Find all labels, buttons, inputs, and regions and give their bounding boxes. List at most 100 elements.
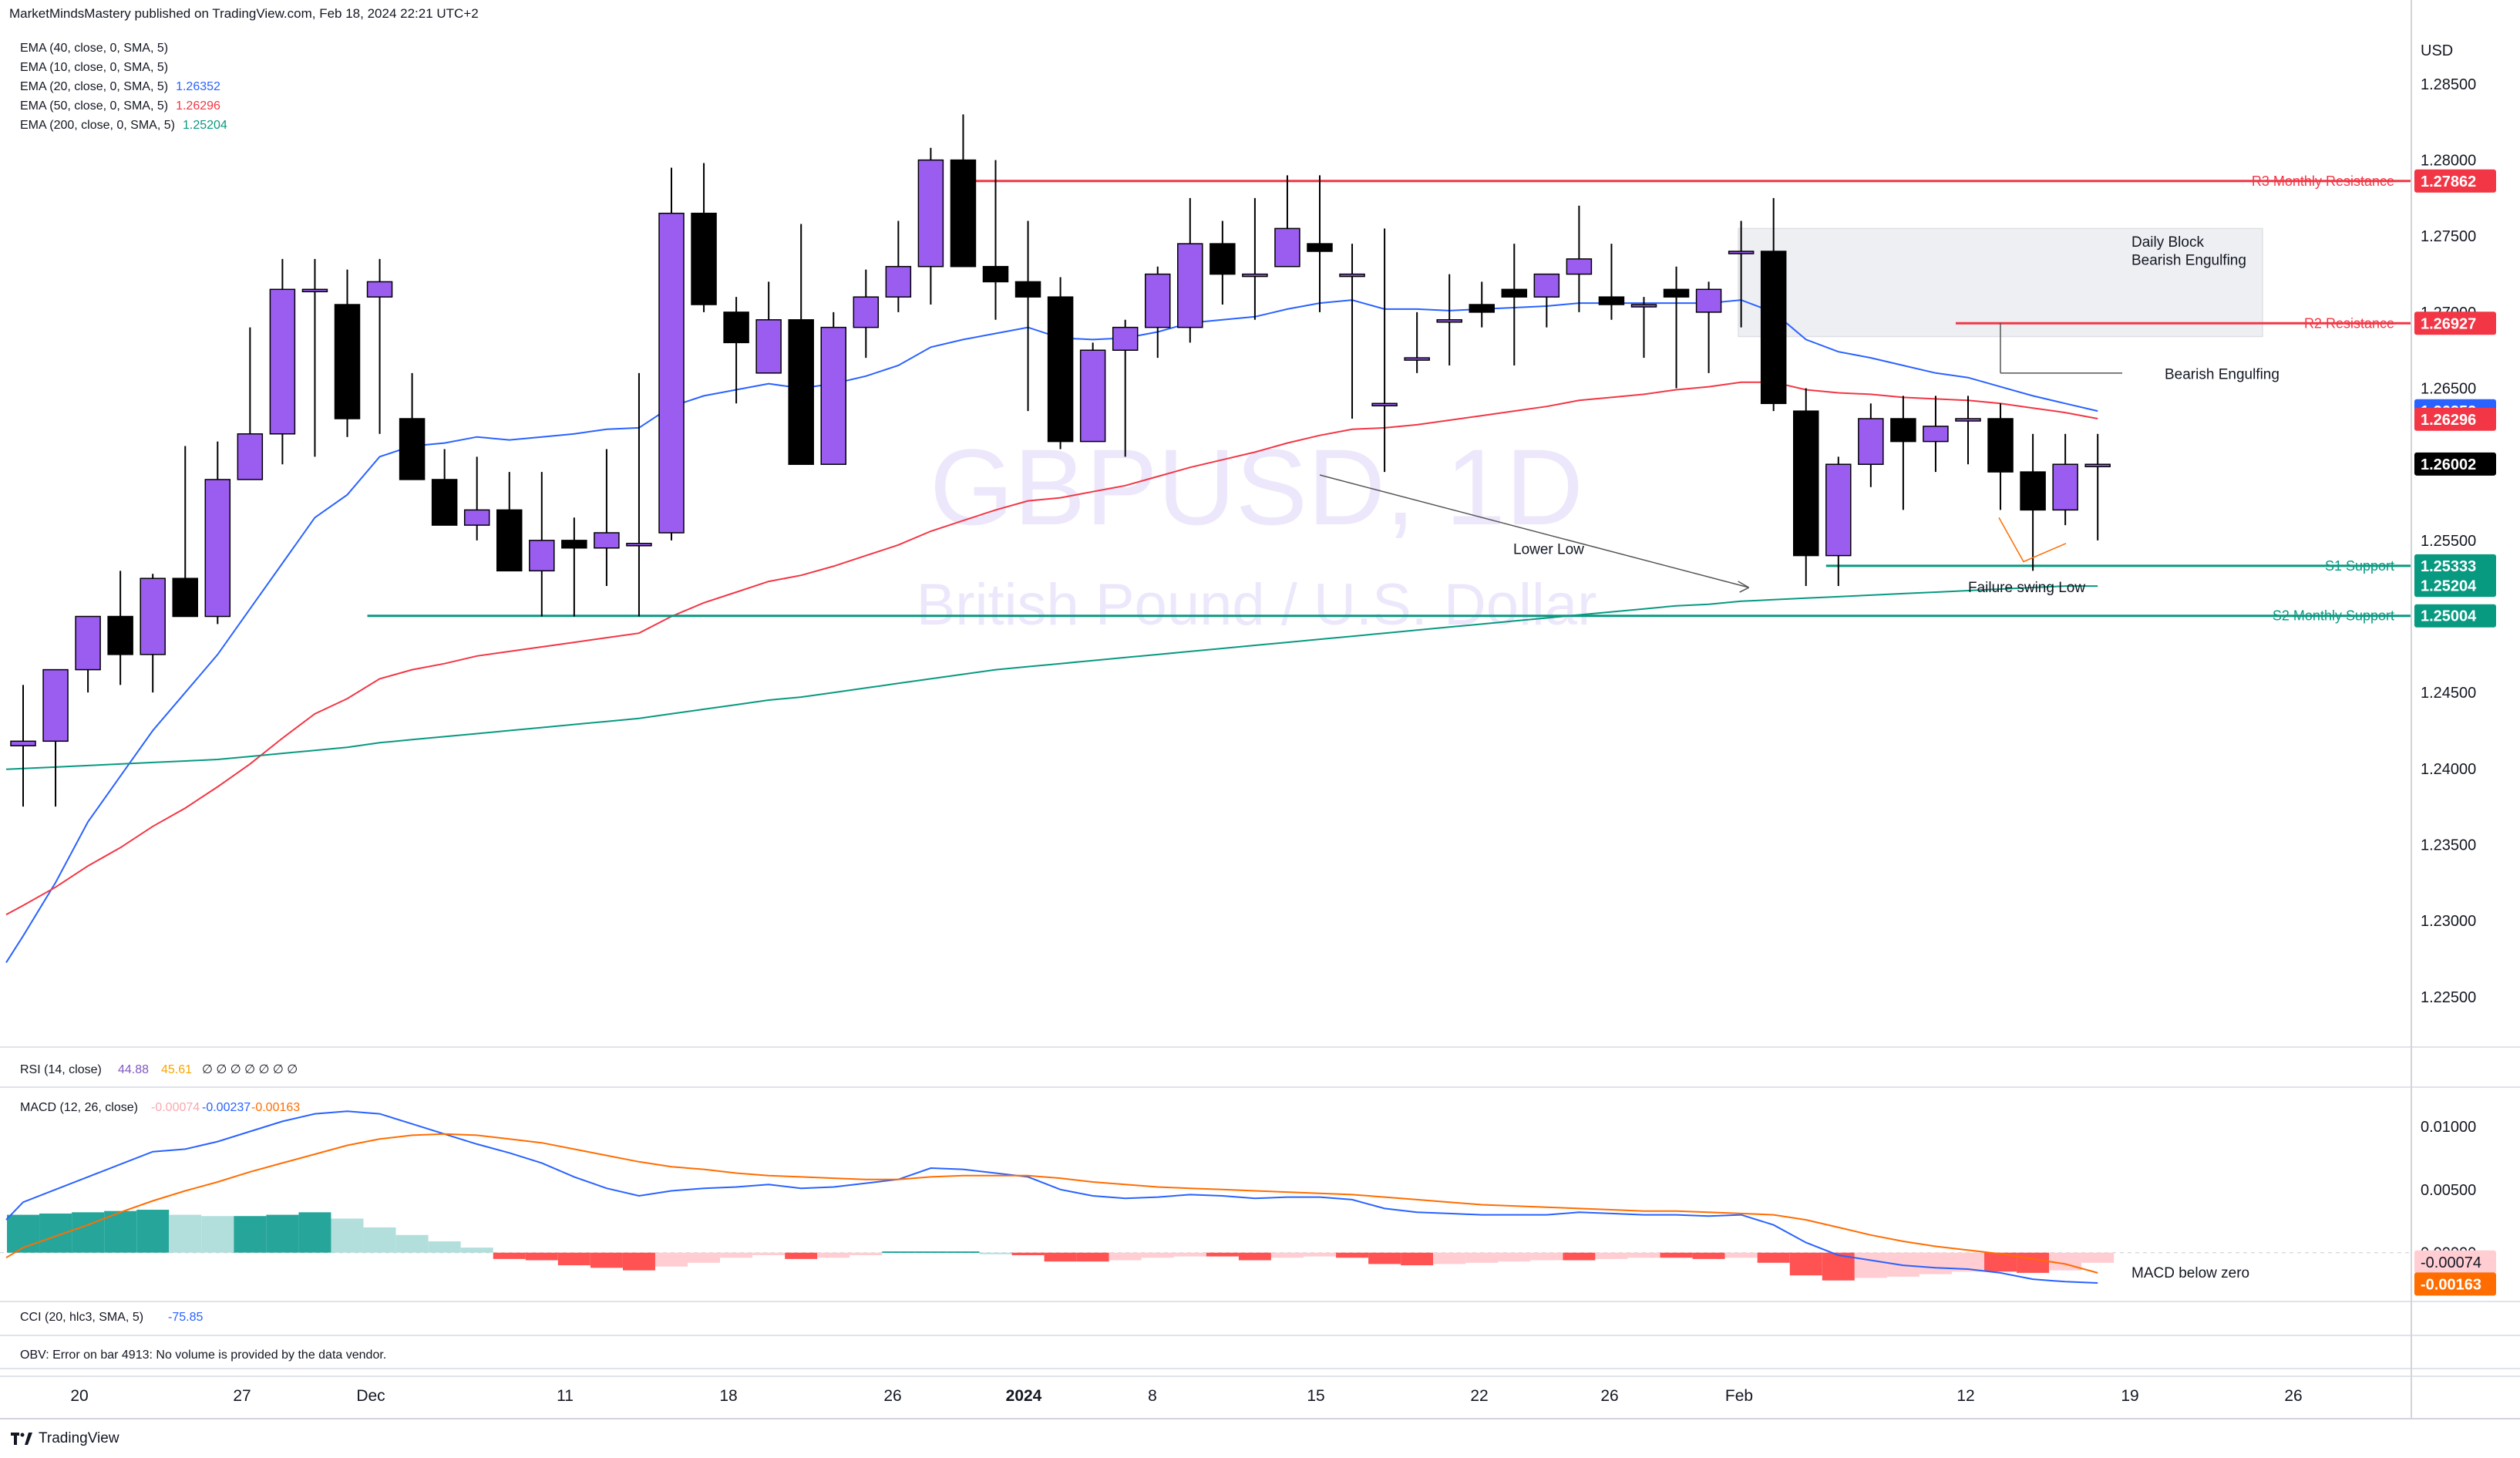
candle-body[interactable]: [1566, 258, 1593, 275]
bearish-engulfing-label: Bearish Engulfing: [2165, 367, 2279, 383]
candle-body[interactable]: [301, 288, 328, 293]
candle-body[interactable]: [1728, 251, 1755, 254]
candle-body[interactable]: [2052, 463, 2078, 511]
candle-body[interactable]: [431, 479, 458, 526]
candle-body[interactable]: [140, 577, 166, 655]
candle-body[interactable]: [1112, 326, 1139, 351]
macd-histogram-bar: [201, 1216, 234, 1253]
ema200-legend[interactable]: EMA (200, close, 0, SMA, 5) 1.25204: [20, 119, 227, 132]
price-tick: 1.24500: [2421, 685, 2476, 702]
candle-body[interactable]: [885, 265, 912, 298]
candle-body[interactable]: [1598, 296, 1625, 305]
macd-histogram-bar: [1238, 1252, 1271, 1261]
candle-body[interactable]: [788, 319, 814, 465]
candle-body[interactable]: [1760, 251, 1787, 405]
price-label: 1.25204: [2421, 577, 2477, 594]
macd-histogram-bar: [1757, 1252, 1790, 1263]
candle-body[interactable]: [2020, 471, 2046, 511]
candle-body[interactable]: [529, 540, 555, 572]
candle-body[interactable]: [755, 319, 782, 374]
candle-body[interactable]: [561, 540, 587, 549]
ema50-legend[interactable]: EMA (50, close, 0, SMA, 5) 1.26296: [20, 99, 220, 113]
time-axis-label: 26: [2284, 1387, 2302, 1405]
candle-body[interactable]: [1533, 273, 1560, 298]
candle-body[interactable]: [917, 159, 944, 268]
candle-body[interactable]: [1242, 273, 1268, 278]
time-axis-label: 2024: [1006, 1387, 1042, 1405]
candle-body[interactable]: [496, 509, 523, 572]
macd-histogram-bar: [234, 1216, 267, 1253]
candle-body[interactable]: [1890, 418, 1916, 443]
candle-body[interactable]: [1339, 273, 1365, 278]
macd-histogram-bar: [525, 1252, 558, 1261]
time-axis-label: 20: [70, 1387, 88, 1405]
candle-body[interactable]: [42, 668, 69, 742]
tradingview-logo[interactable]: TradingView: [11, 1430, 119, 1447]
candle-body[interactable]: [1274, 227, 1300, 268]
candle-body[interactable]: [1404, 357, 1430, 361]
price-label-bg: [2414, 452, 2496, 476]
candle-body[interactable]: [820, 326, 846, 465]
candle-body[interactable]: [1210, 243, 1236, 275]
candle-body[interactable]: [1047, 296, 1074, 443]
macd-histogram-bar: [1530, 1252, 1563, 1261]
candle-body[interactable]: [1955, 418, 1981, 422]
price-axis-currency: USD: [2421, 42, 2453, 59]
candle-body[interactable]: [237, 433, 264, 480]
candle-body[interactable]: [1793, 410, 1819, 557]
macd-histogram-bar: [1044, 1252, 1077, 1262]
candle-body[interactable]: [172, 577, 198, 618]
candle-body[interactable]: [1307, 243, 1333, 252]
candle-body[interactable]: [1825, 463, 1852, 557]
candle-body[interactable]: [204, 479, 231, 618]
ema20-legend[interactable]: EMA (20, close, 0, SMA, 5) 1.26352: [20, 80, 220, 93]
candle-body[interactable]: [723, 311, 749, 344]
macd-histogram-bar: [1076, 1252, 1109, 1262]
candle-body[interactable]: [1014, 281, 1041, 298]
candle-body[interactable]: [982, 265, 1009, 283]
price-label: 1.25004: [2421, 608, 2477, 625]
candle-body[interactable]: [1371, 402, 1398, 407]
candle-body[interactable]: [853, 296, 880, 328]
candle-body[interactable]: [1987, 418, 2014, 473]
ema40-legend[interactable]: EMA (40, close, 0, SMA, 5): [20, 42, 169, 55]
macd-histogram-bar: [622, 1252, 655, 1271]
price-label-bg: [2414, 169, 2496, 193]
candle-body[interactable]: [691, 212, 717, 305]
candle-body[interactable]: [366, 281, 393, 298]
macd-legend-label: MACD (12, 26, close): [20, 1101, 138, 1114]
macd-histogram-bar: [428, 1241, 461, 1253]
rsi-legend-nulls: ∅ ∅ ∅ ∅ ∅ ∅ ∅: [202, 1063, 298, 1076]
candle-body[interactable]: [399, 418, 426, 480]
candle-body[interactable]: [75, 615, 101, 671]
candle-body[interactable]: [1501, 288, 1528, 298]
candle-body[interactable]: [10, 740, 36, 746]
candle-body[interactable]: [1695, 288, 1722, 313]
candle-body[interactable]: [594, 532, 620, 549]
ema50-legend-value: 1.26296: [176, 99, 220, 113]
candle-body[interactable]: [1177, 243, 1203, 328]
candle-body[interactable]: [1630, 304, 1657, 308]
time-axis-label: 27: [233, 1387, 251, 1405]
candle-body[interactable]: [269, 288, 296, 435]
macd-histogram-bar: [1692, 1252, 1725, 1259]
ema10-legend[interactable]: EMA (10, close, 0, SMA, 5): [20, 61, 169, 74]
candle-body[interactable]: [1923, 426, 1949, 443]
candle-body[interactable]: [2084, 463, 2111, 467]
candle-body[interactable]: [107, 615, 133, 655]
candle-body[interactable]: [950, 159, 977, 268]
candle-body[interactable]: [334, 304, 361, 419]
candle-body[interactable]: [1469, 304, 1495, 313]
macd-histogram-bar: [1304, 1252, 1336, 1257]
candle-body[interactable]: [1436, 319, 1462, 323]
watermark-name: British Pound / U.S. Dollar: [917, 572, 1597, 638]
candle-body[interactable]: [1858, 418, 1884, 465]
candle-body[interactable]: [1145, 273, 1171, 328]
candle-body[interactable]: [626, 543, 652, 547]
candle-body[interactable]: [658, 212, 685, 534]
candle-body[interactable]: [463, 509, 490, 526]
macd-histogram-bar: [460, 1248, 493, 1253]
candle-body[interactable]: [1079, 349, 1106, 443]
candle-body[interactable]: [1663, 288, 1690, 298]
